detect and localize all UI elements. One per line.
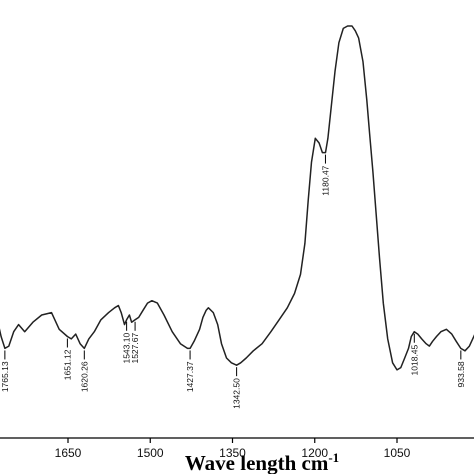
peak-marker: 933.58: [456, 350, 466, 387]
peak-marker: 1527.67: [130, 321, 140, 364]
x-tick-label: 1350: [219, 446, 246, 460]
peak-label: 1180.47: [320, 165, 330, 195]
peak-label: 1651.12: [62, 349, 72, 380]
x-axis-title-superscript: -1: [328, 450, 339, 465]
peak-marker: 1427.37: [185, 350, 195, 392]
peak-marker: 1651.12: [62, 338, 72, 380]
peak-label: 1620.26: [79, 361, 89, 392]
x-tick-label: 1200: [301, 446, 328, 460]
peak-marker: 1180.47: [320, 154, 330, 196]
peak-label: 1018.45: [409, 344, 419, 375]
peak-marker: 1342.50: [232, 367, 242, 409]
peak-label: 933.58: [456, 361, 466, 387]
spectrum-line: [0, 25, 474, 371]
peak-marker: 1765.13: [0, 350, 10, 392]
x-tick-label: 1050: [384, 446, 411, 460]
peak-label: 1427.37: [185, 361, 195, 392]
peak-marker: 1543.10: [122, 321, 132, 364]
spectrum-plot-area: [0, 25, 474, 371]
x-tick-label: 1500: [137, 446, 164, 460]
x-axis-title-text: Wave length cm: [185, 451, 329, 474]
peak-marker: 1620.26: [79, 350, 89, 392]
peak-marker: 1018.45: [409, 333, 419, 375]
x-axis-title: Wave length cm-1: [185, 450, 339, 474]
x-tick-label: 1650: [55, 446, 82, 460]
x-axis-ticks: 180016501500135012001050: [55, 438, 411, 460]
peak-label: 1342.50: [232, 378, 242, 409]
peak-label: 1765.13: [0, 361, 10, 392]
peak-label: 1527.67: [130, 333, 140, 364]
peak-label: 1543.10: [122, 333, 132, 364]
